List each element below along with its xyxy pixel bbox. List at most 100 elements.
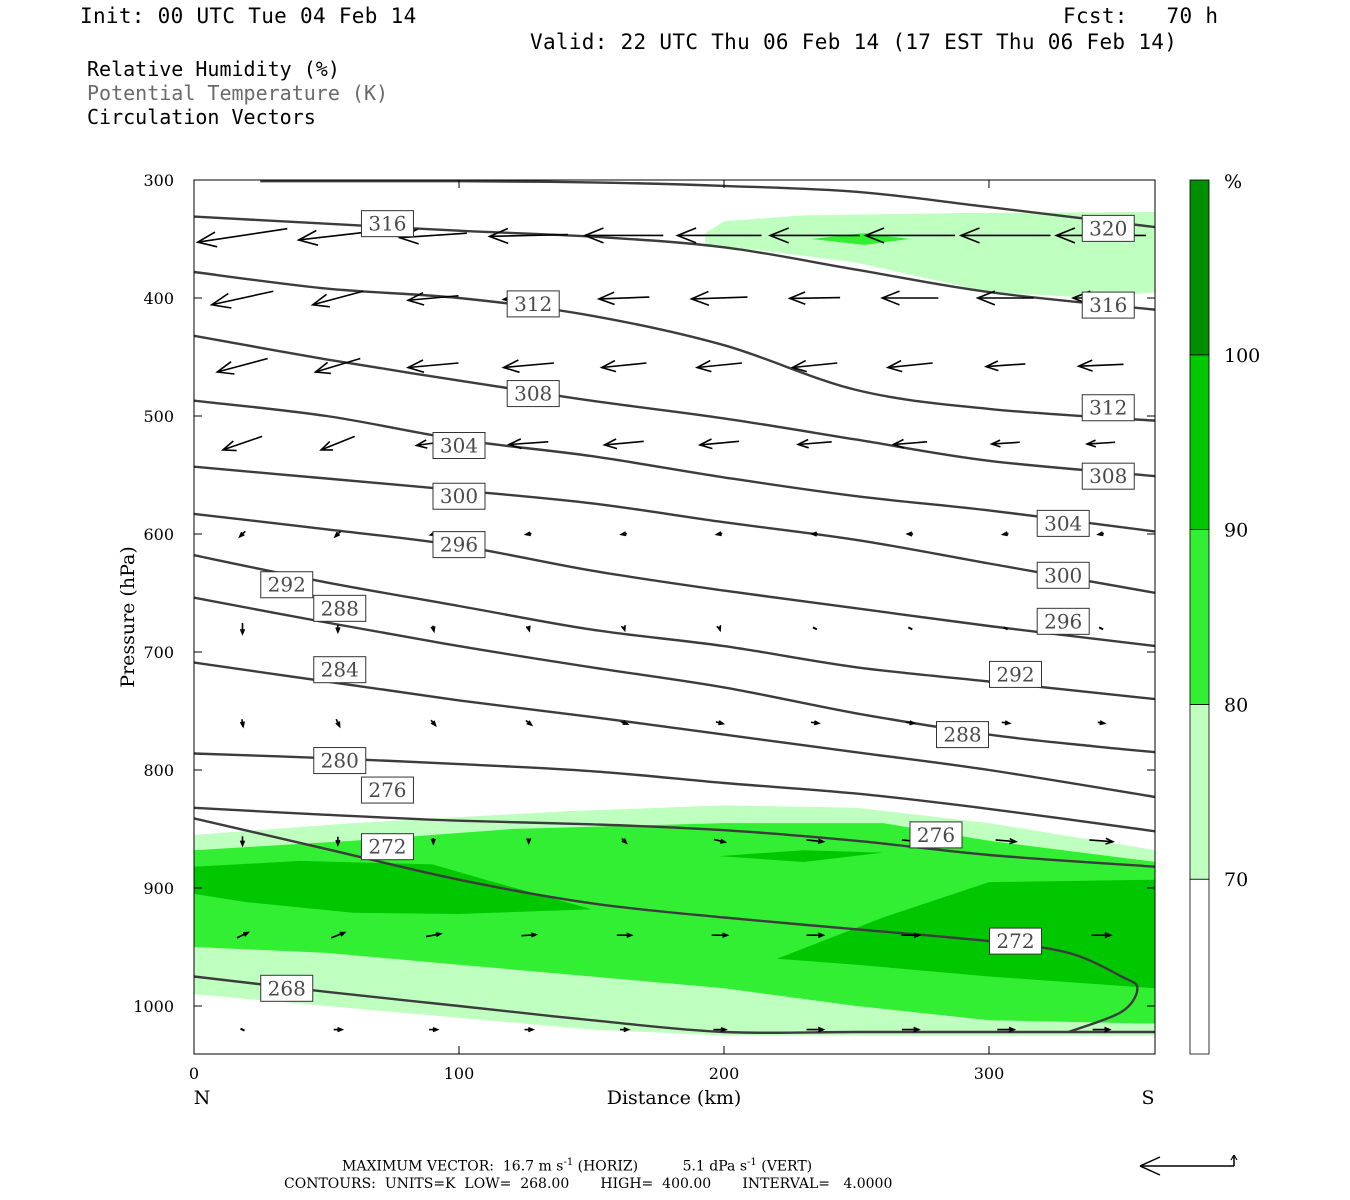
vector-arrow-2-2 — [405, 359, 459, 374]
y-tick-label: 800 — [143, 761, 174, 780]
vector-arrow-5-4 — [620, 625, 626, 633]
theta-contour-284 — [194, 661, 1155, 799]
vector-arrow-1-7 — [880, 290, 939, 306]
theta-label-box — [1081, 214, 1135, 242]
vector-arrow-6-9 — [1097, 720, 1107, 726]
theta-contour-308 — [194, 334, 1155, 478]
theta-label-304-1: 304 — [1036, 509, 1090, 537]
reference-vector-icon — [1139, 1154, 1238, 1176]
vector-arrow-3-5 — [697, 438, 740, 450]
maxvec-vert: 5.1 dPa s — [682, 1158, 748, 1175]
vert-exponent: -1 — [747, 1157, 757, 1168]
theta-label-296-0: 296 — [432, 531, 486, 559]
theta-label-288-1: 288 — [936, 721, 989, 749]
vector-arrow-6-7 — [906, 720, 917, 726]
vector-arrow-5-6 — [812, 626, 818, 631]
theta-contour-296 — [194, 512, 1155, 648]
vector-arrow-8-3 — [521, 932, 539, 938]
theta-label-312-0: 312 — [506, 290, 560, 318]
theta-label-292-0: 292 — [260, 571, 314, 599]
theta-label-288-0: 288 — [313, 594, 367, 622]
theta-contour-268 — [194, 975, 1155, 1035]
theta-label-272-0: 272 — [360, 833, 414, 861]
theta-contour-292 — [194, 554, 1155, 701]
y-tick-label: 600 — [143, 525, 174, 544]
y-axis-title: Pressure (hPa) — [117, 546, 139, 688]
theta-label-276-0: 276 — [360, 776, 414, 804]
vector-arrow-9-1 — [333, 1026, 345, 1033]
interval-label: INTERVAL= — [742, 1176, 831, 1192]
theta-contour-288 — [194, 596, 1155, 754]
vector-arrow-6-4 — [620, 720, 630, 725]
y-tick-label: 300 — [143, 171, 174, 190]
legend-rh: Relative Humidity (%) — [87, 57, 340, 81]
theta-label-316-1: 316 — [1081, 291, 1135, 319]
theta-label-box — [260, 974, 314, 1002]
theta-label-text: 276 — [917, 823, 955, 847]
colorbar: 70 80 90 100 — [1189, 179, 1260, 1055]
vector-arrow-1-4 — [596, 291, 650, 306]
theta-contour-300 — [194, 465, 1155, 595]
footer-contours: CONTOURS: UNITS=K LOW= 268.00 HIGH= 400.… — [284, 1176, 892, 1192]
colorbar-swatch-3 — [1189, 354, 1210, 530]
vector-arrow-2-4 — [599, 359, 647, 373]
theta-label-text: 268 — [268, 976, 306, 1000]
theta-label-text: 300 — [1044, 563, 1082, 587]
vector-arrow-3-8 — [989, 439, 1020, 448]
low-value: 268.00 — [520, 1176, 570, 1192]
colorbar-unit: % — [1224, 171, 1242, 193]
theta-label-box — [989, 927, 1042, 955]
vector-arrow-8-7 — [901, 932, 922, 939]
theta-label-text: 304 — [440, 434, 478, 458]
y-tick-label: 900 — [143, 879, 174, 898]
vector-arrow-3-9 — [1084, 439, 1116, 448]
theta-label-text: 296 — [1044, 609, 1082, 633]
vector-arrow-1-8 — [975, 290, 1034, 306]
high-label: HIGH= — [600, 1176, 654, 1192]
plot-frame — [193, 179, 1156, 1055]
vector-arrow-0-5 — [675, 227, 762, 244]
theta-label-text: 304 — [1044, 511, 1082, 535]
vector-arrow-6-3 — [525, 719, 534, 727]
theta-label-268-0: 268 — [260, 974, 314, 1002]
rh-region-90-4 — [194, 860, 592, 914]
colorbar-label-90: 90 — [1224, 520, 1248, 542]
vector-arrow-8-6 — [806, 932, 826, 939]
vector-arrow-8-2 — [425, 932, 443, 938]
theta-label-box — [313, 594, 367, 622]
theta-label-text: 292 — [268, 573, 306, 597]
theta-label-box — [313, 747, 367, 775]
axes-layer: 300 400 500 600 700 800 900 1000 0 100 200 300 — [133, 171, 1155, 1083]
rh-region-90-5 — [718, 850, 883, 862]
theta-label-box — [1081, 394, 1135, 422]
vector-arrow-8-4 — [616, 932, 634, 938]
vector-arrow-1-1 — [310, 290, 364, 308]
theta-label-text: 300 — [440, 484, 478, 508]
theta-label-box — [1081, 462, 1135, 490]
vector-arrow-3-3 — [506, 438, 549, 450]
vector-arrow-6-8 — [1001, 720, 1012, 726]
vector-arrow-4-9 — [1096, 531, 1105, 537]
theta-label-text: 308 — [514, 382, 552, 406]
theta-label-text: 284 — [321, 658, 359, 682]
vector-arrow-6-2 — [430, 719, 437, 728]
theta-label-box — [936, 721, 989, 749]
theta-label-text: 272 — [996, 929, 1034, 953]
vector-arrow-7-5 — [713, 838, 728, 844]
maxvec-horiz: 16.7 m s — [502, 1158, 564, 1175]
theta-label-300-0: 300 — [432, 482, 486, 510]
theta-label-text: 312 — [514, 292, 552, 316]
vector-arrow-0-3 — [487, 227, 568, 245]
vector-arrow-4-3 — [523, 531, 532, 537]
vector-arrow-4-4 — [619, 531, 628, 537]
theta-label-300-1: 300 — [1036, 561, 1090, 589]
theta-label-box — [432, 531, 486, 559]
vector-arrow-2-3 — [501, 359, 554, 374]
vector-arrow-2-5 — [694, 359, 742, 373]
vector-arrow-9-9 — [1092, 1026, 1112, 1033]
vector-arrow-0-8 — [958, 227, 1051, 244]
theta-label-text: 320 — [1089, 216, 1127, 240]
vector-arrow-8-5 — [711, 932, 730, 938]
vector-arrow-9-4 — [619, 1026, 631, 1033]
vector-arrow-2-9 — [1076, 359, 1124, 372]
